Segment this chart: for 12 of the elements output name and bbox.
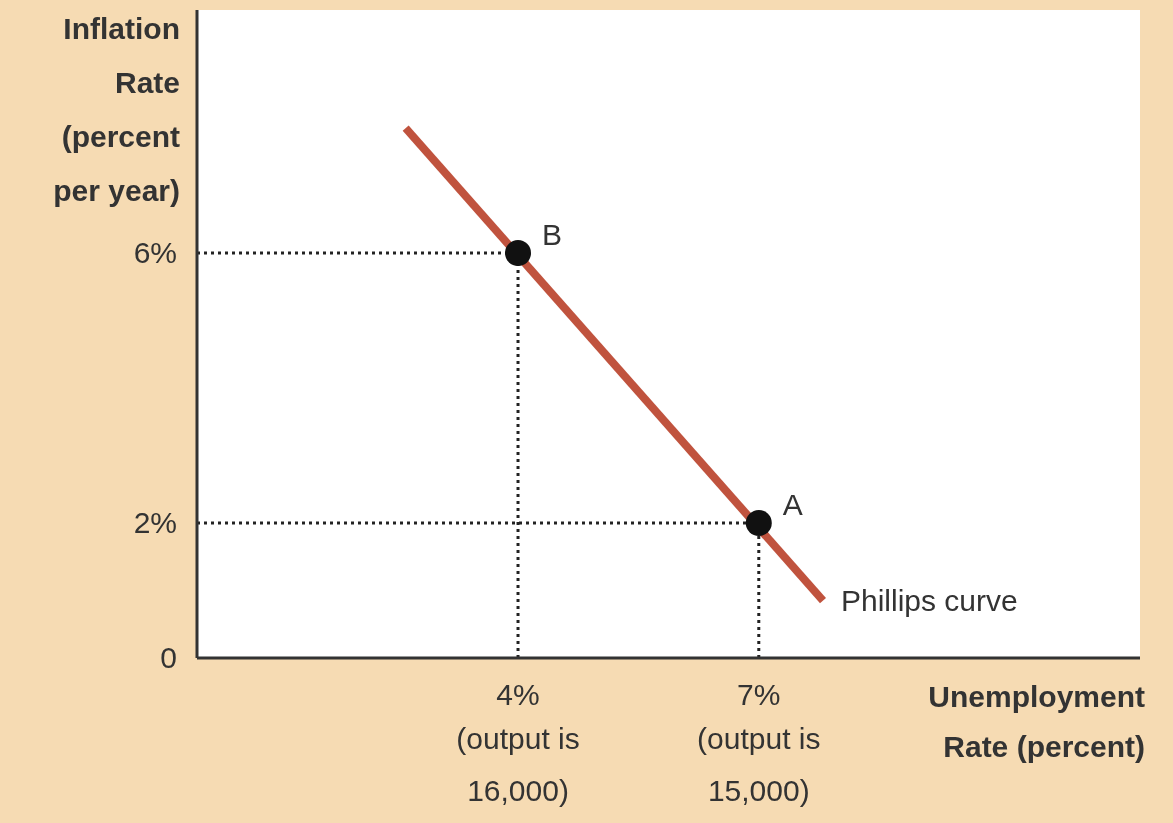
y-tick-label: 0 <box>160 641 177 674</box>
x-tick-label: 4% <box>496 678 540 711</box>
y-tick-label: 6% <box>133 236 177 269</box>
text: (output is 16,000) <box>456 722 580 807</box>
y-axis-title: Inflation Rate (percent per year) <box>52 11 180 209</box>
x-tick-label: 7% <box>737 678 781 711</box>
series-label: Phillips curve <box>840 584 1018 618</box>
y-tick-label: 2% <box>133 506 177 539</box>
annotation: B <box>542 218 563 251</box>
text: (output is 15,000) <box>697 722 821 807</box>
annotation: A <box>782 488 803 521</box>
x-axis-title: Unemployment Rate (percent) <box>927 679 1145 765</box>
